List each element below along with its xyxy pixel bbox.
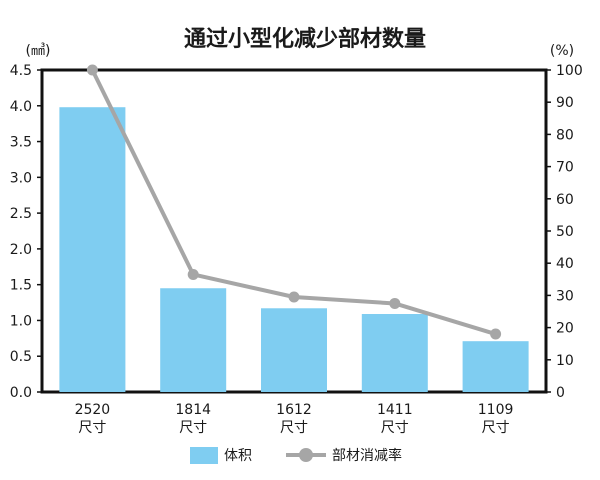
y-left-tick-label: 2.5 — [10, 206, 32, 222]
y-right-tick-label: 20 — [556, 321, 574, 337]
line-point-2520 — [86, 64, 98, 76]
bar-1109 — [462, 341, 529, 392]
line-point-1411 — [389, 297, 401, 309]
y-left-tick-label: 1.0 — [10, 313, 32, 329]
x-tick-label-code: 1814 — [175, 402, 211, 418]
y-right-axis: 0 10 20 30 40 50 60 70 80 90 100 — [546, 63, 583, 401]
y-right-tick-label: 10 — [556, 353, 574, 369]
line-point-1109 — [490, 328, 502, 340]
x-tick-label-code: 2520 — [75, 402, 111, 418]
y-right-tick-label: 100 — [556, 63, 583, 79]
y-right-tick-label: 70 — [556, 160, 574, 176]
y-left-tick-label: 4.0 — [10, 99, 32, 115]
x-axis: 2520 尺寸 1814 尺寸 1612 尺寸 1411 尺寸 1109 尺寸 — [75, 402, 514, 436]
y-right-tick-label: 30 — [556, 288, 574, 304]
legend-bar-label: 体积 — [224, 448, 252, 464]
x-tick-label-suffix: 尺寸 — [482, 420, 510, 436]
y-left-tick-label: 2.0 — [10, 242, 32, 258]
x-tick-label-suffix: 尺寸 — [381, 420, 409, 436]
legend-line-label: 部材消减率 — [332, 447, 402, 464]
y-right-tick-label: 80 — [556, 127, 574, 143]
y-right-unit-label: (%) — [550, 43, 574, 59]
legend-line-marker — [299, 448, 313, 462]
line-layer — [86, 64, 502, 340]
line-point-1612 — [288, 291, 300, 303]
line-point-1814 — [187, 268, 199, 280]
y-right-tick-label: 40 — [556, 256, 574, 272]
x-tick-label-code: 1612 — [276, 402, 312, 418]
x-tick-label-suffix: 尺寸 — [179, 420, 207, 436]
y-left-axis: 0.0 0.5 1.0 1.5 2.0 2.5 3.0 3.5 4.0 4.5 — [10, 63, 42, 401]
bar-1411 — [361, 314, 428, 392]
y-left-tick-label: 4.5 — [10, 63, 32, 79]
legend-bar-swatch — [190, 447, 218, 464]
chart-title: 通过小型化减少部材数量 — [184, 26, 426, 52]
x-tick-label-code: 1411 — [377, 402, 413, 418]
y-left-tick-label: 3.5 — [10, 135, 32, 151]
y-left-tick-label: 0.5 — [10, 349, 32, 365]
x-tick-label-code: 1109 — [478, 402, 514, 418]
bar-1814 — [160, 288, 227, 392]
legend: 体积 部材消减率 — [190, 447, 402, 464]
y-right-tick-label: 0 — [556, 385, 565, 401]
x-tick-label-suffix: 尺寸 — [280, 420, 308, 436]
bar-1612 — [261, 308, 327, 392]
y-left-tick-label: 3.0 — [10, 170, 32, 186]
y-right-tick-label: 50 — [556, 224, 574, 240]
bars-layer — [59, 107, 529, 392]
y-right-tick-label: 90 — [556, 95, 574, 111]
y-left-tick-label: 0.0 — [10, 385, 32, 401]
y-left-tick-label: 1.5 — [10, 278, 32, 294]
y-right-tick-label: 60 — [556, 192, 574, 208]
y-left-unit-label: (㎣) — [26, 43, 51, 59]
bar-2520 — [59, 107, 126, 392]
x-tick-label-suffix: 尺寸 — [78, 420, 106, 436]
